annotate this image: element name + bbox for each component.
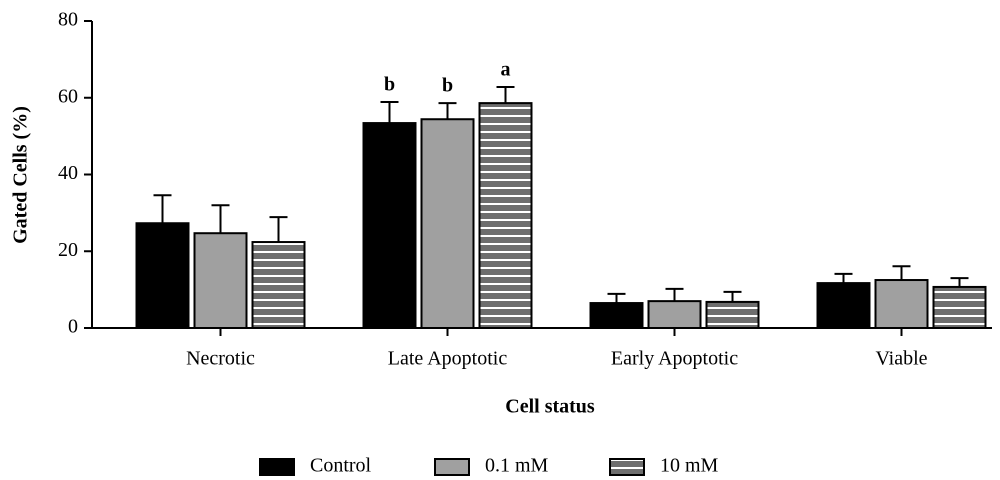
x-tick-label: Late Apoptotic [388,348,508,370]
x-axis-title: Cell status [505,396,595,418]
y-tick-label: 60 [58,85,78,107]
significance-label: a [501,59,511,81]
bar [478,102,533,329]
y-tick-label: 0 [68,316,78,338]
x-tick-label: Early Apoptotic [611,348,738,370]
y-tick-label: 40 [58,162,78,184]
legend-label: 0.1 mM [485,455,549,477]
legend-swatch [609,458,645,476]
legend-label: 10 mM [660,455,719,477]
bar [135,222,190,329]
x-tick-label: Viable [875,348,927,370]
bar [251,241,306,329]
bar [362,122,417,329]
bar [874,279,929,329]
significance-label: b [384,74,395,96]
bar [932,285,987,329]
bar [193,232,248,329]
significance-label: b [442,75,453,97]
y-tick-label: 20 [58,239,78,261]
bar [647,300,702,330]
y-axis-title: Gated Cells (%) [10,106,32,244]
legend-swatch [259,458,295,476]
bar [420,118,475,329]
bar [816,282,871,330]
bar [705,300,760,329]
bar [589,302,644,329]
legend-label: Control [310,455,372,477]
x-tick-label: Necrotic [186,348,255,370]
y-tick-label: 80 [58,9,78,31]
legend-swatch [434,458,470,476]
